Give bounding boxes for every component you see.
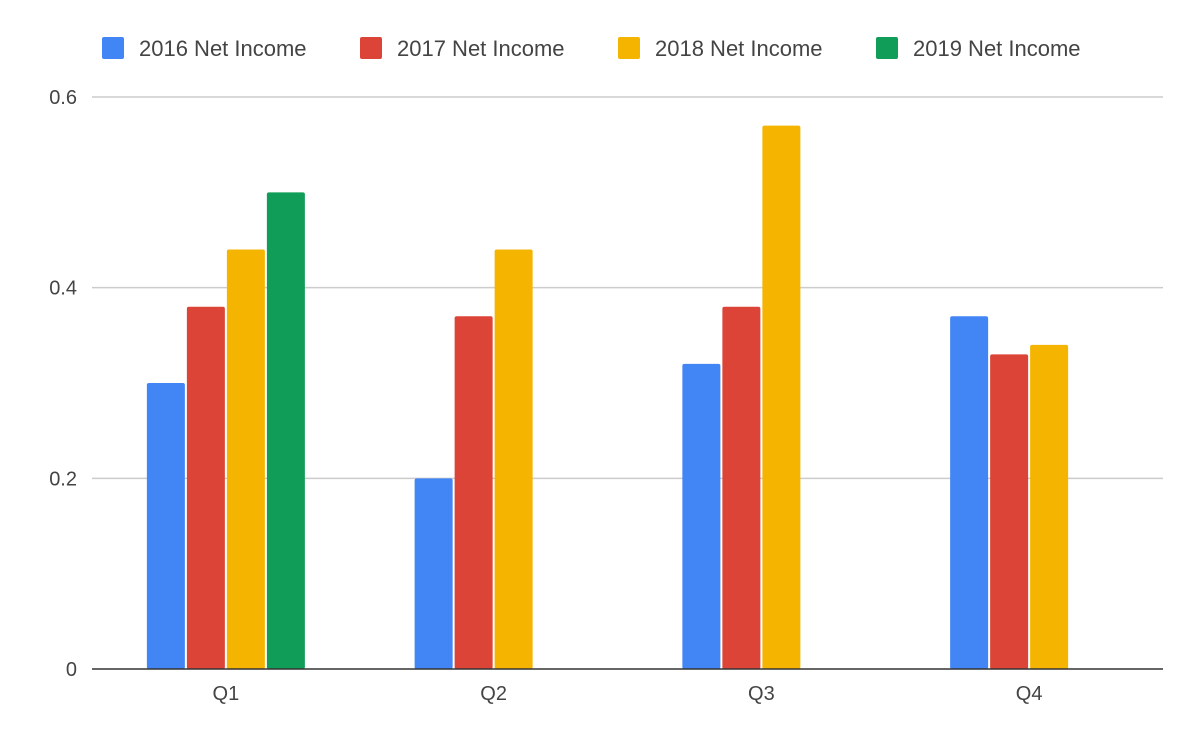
legend-label: 2019 Net Income (913, 36, 1081, 61)
x-axis-ticks: Q1 Q2 Q3 Q4 (213, 683, 1043, 705)
bar (722, 306, 761, 669)
bar (266, 192, 305, 670)
y-tick-label: 0 (66, 659, 77, 681)
legend-swatch (876, 37, 898, 59)
legend-swatch (618, 37, 640, 59)
legend-label: 2018 Net Income (655, 36, 823, 61)
legend-item: 2018 Net Income (618, 36, 823, 61)
x-tick-label: Q3 (748, 683, 775, 705)
bar (494, 249, 533, 670)
bar (146, 383, 185, 669)
bar (226, 249, 265, 670)
bar (682, 363, 721, 669)
legend-item: 2017 Net Income (360, 36, 565, 61)
bar (1030, 344, 1069, 669)
legend-swatch (102, 37, 124, 59)
legend-label: 2017 Net Income (397, 36, 565, 61)
y-tick-label: 0.4 (49, 278, 77, 300)
x-tick-label: Q1 (213, 683, 240, 705)
y-tick-label: 0.6 (49, 87, 77, 109)
bar (762, 125, 801, 670)
bars (146, 125, 1069, 670)
y-axis-ticks: 0 0.2 0.4 0.6 (49, 87, 77, 681)
bar (990, 354, 1029, 669)
bar (454, 316, 493, 669)
bar (950, 316, 989, 669)
legend-label: 2016 Net Income (139, 36, 307, 61)
x-tick-label: Q4 (1016, 683, 1043, 705)
legend-item: 2016 Net Income (102, 36, 307, 61)
x-tick-label: Q2 (480, 683, 507, 705)
y-tick-label: 0.2 (49, 468, 77, 490)
bar (186, 306, 225, 669)
legend-item: 2019 Net Income (876, 36, 1081, 61)
legend: 2016 Net Income 2017 Net Income 2018 Net I… (102, 36, 1081, 61)
legend-swatch (360, 37, 382, 59)
bar (414, 478, 453, 669)
